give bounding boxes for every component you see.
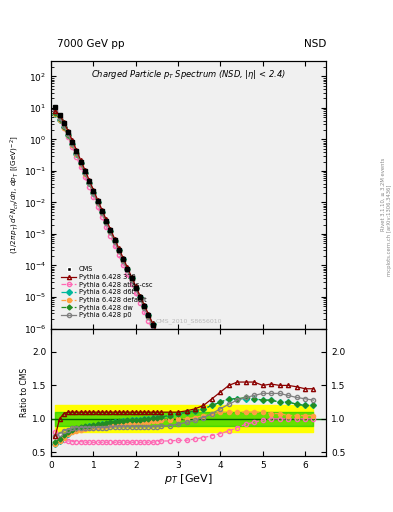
Text: 7000 GeV pp: 7000 GeV pp: [57, 38, 125, 49]
Text: Rivet 3.1.10, ≥ 3.2M events: Rivet 3.1.10, ≥ 3.2M events: [381, 158, 386, 231]
Text: mcplots.cern.ch [arXiv:1306.3436]: mcplots.cern.ch [arXiv:1306.3436]: [387, 185, 391, 276]
Legend: CMS, Pythia 6.428 370, Pythia 6.428 atlas-csc, Pythia 6.428 d6t, Pythia 6.428 de: CMS, Pythia 6.428 370, Pythia 6.428 atla…: [60, 265, 153, 320]
Text: NSD: NSD: [304, 38, 326, 49]
Y-axis label: $(1/2\pi\,p_T)\,d^2N_{ch}/d\eta,\,dp_T$ [(GeV)$^{-2}$]: $(1/2\pi\,p_T)\,d^2N_{ch}/d\eta,\,dp_T$ …: [8, 136, 21, 254]
Text: Charged Particle $p_T$ Spectrum (NSD, $|\eta|$ < 2.4): Charged Particle $p_T$ Spectrum (NSD, $|…: [91, 68, 286, 81]
X-axis label: $p_T$ [GeV]: $p_T$ [GeV]: [164, 472, 213, 486]
Y-axis label: Ratio to CMS: Ratio to CMS: [20, 368, 29, 417]
Text: CMS_2010_S8656010: CMS_2010_S8656010: [155, 319, 222, 325]
